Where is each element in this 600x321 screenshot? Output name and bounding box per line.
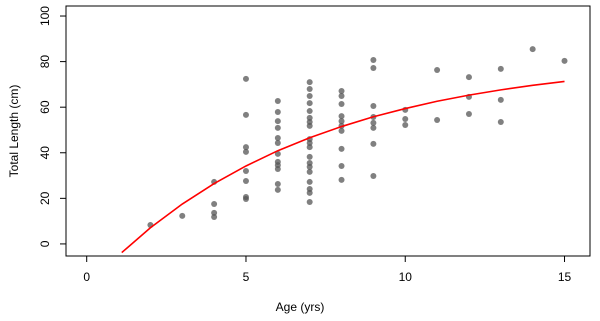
point xyxy=(242,111,249,118)
point xyxy=(497,118,504,125)
point xyxy=(338,162,345,169)
point xyxy=(497,96,504,103)
point xyxy=(306,85,313,92)
point xyxy=(306,108,313,115)
point xyxy=(306,163,313,170)
point xyxy=(306,79,313,86)
x-axis-label: Age (yrs) xyxy=(276,300,325,314)
point xyxy=(242,178,249,185)
point xyxy=(242,75,249,82)
point xyxy=(402,121,409,128)
point xyxy=(338,118,345,125)
point xyxy=(274,180,281,187)
point xyxy=(274,124,281,131)
point xyxy=(338,145,345,152)
point xyxy=(306,153,313,160)
y-axis-label: Total Length (cm) xyxy=(7,85,21,178)
point xyxy=(465,111,472,118)
point xyxy=(370,124,377,131)
point xyxy=(306,93,313,100)
point xyxy=(306,122,313,129)
y-tick-label: 40 xyxy=(38,146,52,160)
point xyxy=(242,144,249,151)
y-tick-label: 100 xyxy=(38,6,52,26)
point xyxy=(274,165,281,172)
x-tick-label: 10 xyxy=(399,270,413,284)
point xyxy=(274,108,281,115)
point xyxy=(306,198,313,205)
point xyxy=(370,103,377,110)
x-tick-label: 5 xyxy=(243,270,250,284)
point xyxy=(338,127,345,134)
point xyxy=(274,134,281,141)
y-tick-label: 0 xyxy=(38,240,52,247)
point xyxy=(274,186,281,193)
x-tick-label: 0 xyxy=(83,270,90,284)
point xyxy=(529,46,536,53)
point xyxy=(306,168,313,175)
point xyxy=(211,209,218,216)
point xyxy=(242,167,249,174)
point xyxy=(338,93,345,100)
point xyxy=(306,178,313,185)
point xyxy=(370,173,377,180)
point xyxy=(465,74,472,81)
point xyxy=(402,116,409,123)
y-tick-label: 20 xyxy=(38,191,52,205)
point xyxy=(338,113,345,120)
point xyxy=(434,116,441,123)
point xyxy=(434,67,441,74)
y-tick-label: 60 xyxy=(38,100,52,114)
point xyxy=(274,150,281,157)
point xyxy=(274,118,281,125)
point xyxy=(370,64,377,71)
fit-curve xyxy=(121,80,565,254)
point xyxy=(211,201,218,208)
point xyxy=(274,98,281,105)
point xyxy=(274,139,281,146)
point xyxy=(211,214,218,221)
point xyxy=(370,57,377,64)
point xyxy=(338,176,345,183)
point xyxy=(497,65,504,72)
point xyxy=(370,119,377,126)
point xyxy=(338,88,345,95)
point xyxy=(306,144,313,151)
point xyxy=(370,140,377,147)
point xyxy=(306,100,313,107)
point xyxy=(306,114,313,121)
point xyxy=(179,212,186,219)
point xyxy=(242,196,249,203)
point xyxy=(242,148,249,155)
point xyxy=(561,57,568,64)
x-tick-label: 15 xyxy=(558,270,572,284)
point xyxy=(338,100,345,107)
point xyxy=(306,189,313,196)
y-tick-label: 80 xyxy=(38,55,52,69)
point xyxy=(306,139,313,146)
